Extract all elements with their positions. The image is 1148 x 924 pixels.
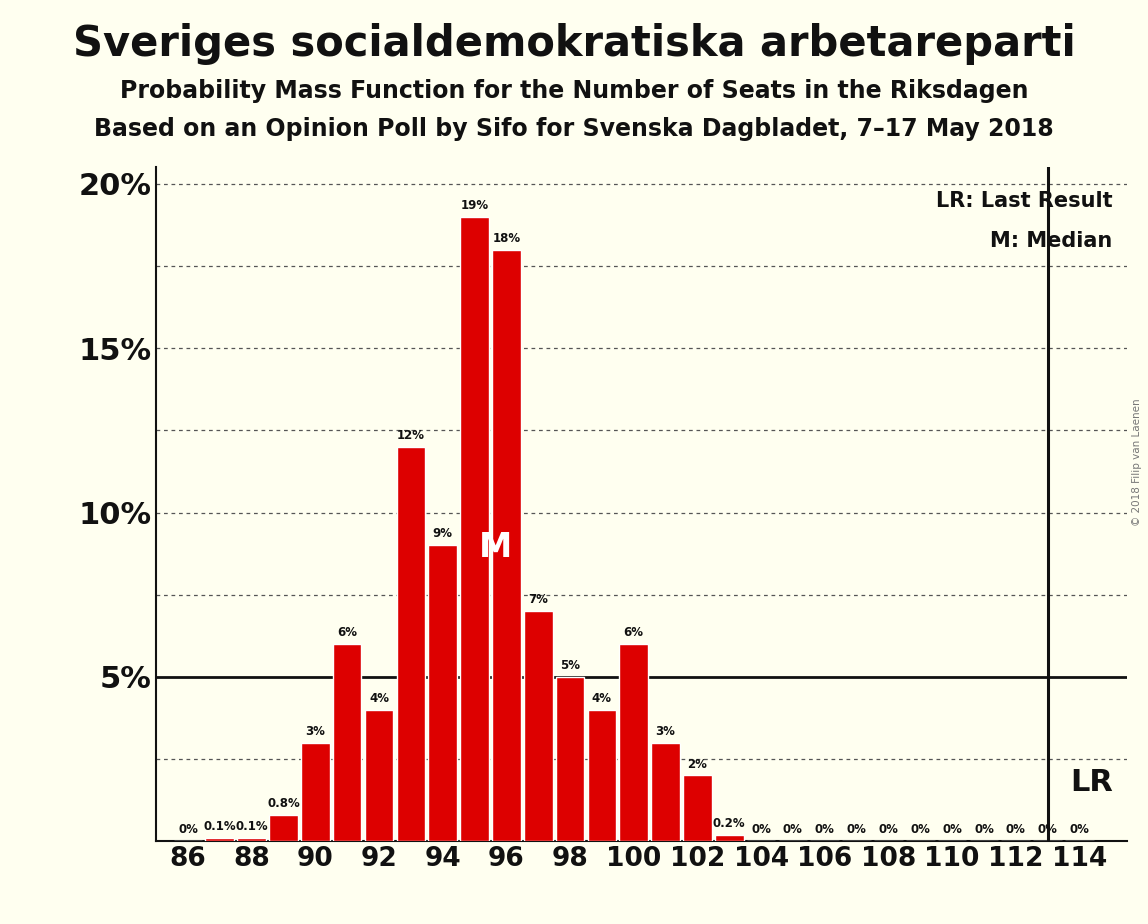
Text: M: Median: M: Median <box>991 232 1112 251</box>
Text: 2%: 2% <box>688 758 707 771</box>
Text: 0%: 0% <box>910 823 930 836</box>
Text: 0%: 0% <box>1006 823 1026 836</box>
Text: M: M <box>479 531 512 565</box>
Bar <box>205 838 234 841</box>
Bar <box>396 447 425 841</box>
Text: 18%: 18% <box>492 232 520 245</box>
Text: 0%: 0% <box>878 823 899 836</box>
Text: 9%: 9% <box>433 528 452 541</box>
Bar <box>683 775 712 841</box>
Text: 6%: 6% <box>338 626 357 639</box>
Bar <box>365 710 394 841</box>
Text: 6%: 6% <box>623 626 644 639</box>
Text: Based on an Opinion Poll by Sifo for Svenska Dagbladet, 7–17 May 2018: Based on an Opinion Poll by Sifo for Sve… <box>94 117 1054 141</box>
Text: 0.8%: 0.8% <box>267 797 300 810</box>
Text: LR: Last Result: LR: Last Result <box>936 191 1112 211</box>
Bar <box>523 611 552 841</box>
Bar <box>588 710 616 841</box>
Text: 0%: 0% <box>1038 823 1057 836</box>
Bar <box>620 644 649 841</box>
Bar <box>428 545 457 841</box>
Bar <box>301 743 329 841</box>
Text: 0%: 0% <box>1070 823 1089 836</box>
Text: 0.1%: 0.1% <box>203 820 236 833</box>
Text: 12%: 12% <box>397 429 425 442</box>
Text: 19%: 19% <box>460 199 489 212</box>
Text: Probability Mass Function for the Number of Seats in the Riksdagen: Probability Mass Function for the Number… <box>119 79 1029 103</box>
Bar <box>492 249 521 841</box>
Text: 7%: 7% <box>528 593 548 606</box>
Text: 3%: 3% <box>656 724 675 737</box>
Text: 0%: 0% <box>815 823 835 836</box>
Text: Sveriges socialdemokratiska arbetareparti: Sveriges socialdemokratiska arbetarepart… <box>72 23 1076 65</box>
Bar <box>651 743 680 841</box>
Text: 0.2%: 0.2% <box>713 817 745 830</box>
Bar <box>715 834 744 841</box>
Text: 0%: 0% <box>974 823 994 836</box>
Text: 4%: 4% <box>592 692 612 705</box>
Text: 3%: 3% <box>305 724 325 737</box>
Bar <box>238 838 266 841</box>
Bar <box>460 217 489 841</box>
Text: 0%: 0% <box>847 823 867 836</box>
Bar <box>556 677 584 841</box>
Text: 0%: 0% <box>783 823 802 836</box>
Text: 0%: 0% <box>943 823 962 836</box>
Text: © 2018 Filip van Laenen: © 2018 Filip van Laenen <box>1132 398 1142 526</box>
Text: 0%: 0% <box>178 823 197 836</box>
Bar <box>333 644 362 841</box>
Text: 4%: 4% <box>369 692 389 705</box>
Text: 5%: 5% <box>560 659 580 672</box>
Text: LR: LR <box>1070 768 1112 796</box>
Text: 0%: 0% <box>751 823 771 836</box>
Bar <box>269 815 297 841</box>
Text: 0.1%: 0.1% <box>235 820 267 833</box>
